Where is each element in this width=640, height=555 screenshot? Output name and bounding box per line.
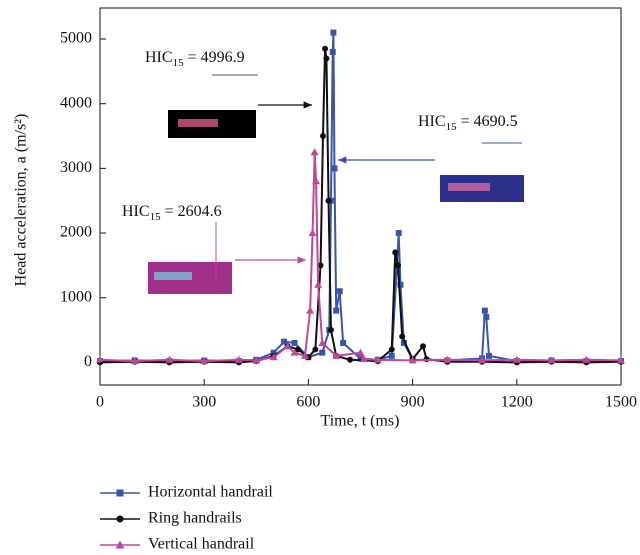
marker xyxy=(347,356,354,363)
marker xyxy=(333,307,340,314)
y-tick-label: 1000 xyxy=(60,288,92,305)
marker xyxy=(357,355,364,362)
marker xyxy=(392,249,399,256)
x-tick-label: 300 xyxy=(192,394,216,411)
marker xyxy=(336,288,343,295)
thumbnail-figure xyxy=(154,272,192,280)
marker xyxy=(323,55,330,62)
marker xyxy=(270,349,277,356)
marker xyxy=(483,314,490,321)
x-tick-label: 1200 xyxy=(501,394,533,411)
marker xyxy=(582,355,591,363)
marker xyxy=(547,356,556,364)
marker xyxy=(269,353,278,361)
marker xyxy=(478,356,487,364)
marker xyxy=(322,45,329,52)
y-tick-label: 5000 xyxy=(60,30,92,47)
legend-label: Horizontal handrail xyxy=(148,484,273,501)
marker xyxy=(340,339,347,346)
marker xyxy=(130,357,139,365)
marker xyxy=(331,165,338,172)
marker xyxy=(399,333,406,340)
plot-frame xyxy=(99,7,622,386)
series xyxy=(97,29,624,365)
marker xyxy=(234,355,243,363)
marker xyxy=(116,515,124,523)
marker xyxy=(312,177,321,185)
series-line xyxy=(99,152,622,363)
y-tick-label: 4000 xyxy=(60,94,92,111)
annotation: HIC15 = 2604.6 xyxy=(122,203,222,223)
x-tick-label: 1500 xyxy=(605,394,637,411)
marker xyxy=(294,346,301,353)
x-axis-title: Time, t (ms) xyxy=(321,413,400,430)
marker xyxy=(512,355,521,363)
marker xyxy=(420,343,427,350)
marker xyxy=(356,348,365,356)
marker xyxy=(486,352,493,359)
series-line xyxy=(99,32,621,363)
marker xyxy=(325,197,332,204)
marker xyxy=(283,342,292,350)
marker xyxy=(319,133,326,140)
marker xyxy=(397,281,404,288)
legend-label: Ring handrails xyxy=(148,510,242,527)
marker xyxy=(443,355,452,363)
marker xyxy=(115,540,125,549)
marker xyxy=(359,355,368,363)
marker xyxy=(318,338,327,346)
marker xyxy=(319,349,326,356)
marker xyxy=(200,357,209,365)
y-tick-label: 3000 xyxy=(60,159,92,176)
marker xyxy=(290,348,299,356)
plot-area xyxy=(96,29,625,366)
marker xyxy=(291,339,298,346)
marker xyxy=(388,352,395,359)
marker xyxy=(317,262,324,269)
marker xyxy=(617,356,625,364)
marker xyxy=(481,307,488,314)
marker xyxy=(252,356,261,364)
x-tick-label: 0 xyxy=(96,394,104,411)
marker xyxy=(116,489,124,497)
marker xyxy=(327,327,334,334)
y-axis-title: Head acceleration, a (m/s²) xyxy=(13,114,30,287)
legend-label: Vertical handrail xyxy=(148,536,255,553)
marker xyxy=(165,355,174,363)
thumbnail-figure xyxy=(178,119,218,127)
marker xyxy=(330,29,337,36)
x-tick-label: 600 xyxy=(296,394,320,411)
y-tick-label: 0 xyxy=(84,353,92,370)
y-tick-label: 2000 xyxy=(60,224,92,241)
marker xyxy=(395,262,402,269)
marker xyxy=(400,339,407,346)
marker xyxy=(314,280,323,288)
thumbnail-figure xyxy=(448,183,490,191)
marker xyxy=(388,346,395,353)
series xyxy=(96,148,625,365)
marker xyxy=(281,338,288,345)
marker xyxy=(96,355,104,363)
annotation: HIC15 = 4996.9 xyxy=(145,49,245,69)
marker xyxy=(312,346,319,353)
marker xyxy=(408,356,417,364)
x-tick-label: 900 xyxy=(401,394,425,411)
marker xyxy=(308,229,317,237)
annotation: HIC15 = 4690.5 xyxy=(418,113,518,133)
marker xyxy=(310,148,319,156)
marker xyxy=(306,306,315,314)
marker xyxy=(300,351,309,359)
marker xyxy=(395,230,402,237)
marker xyxy=(332,351,341,359)
marker xyxy=(373,355,382,363)
marker xyxy=(329,48,336,55)
